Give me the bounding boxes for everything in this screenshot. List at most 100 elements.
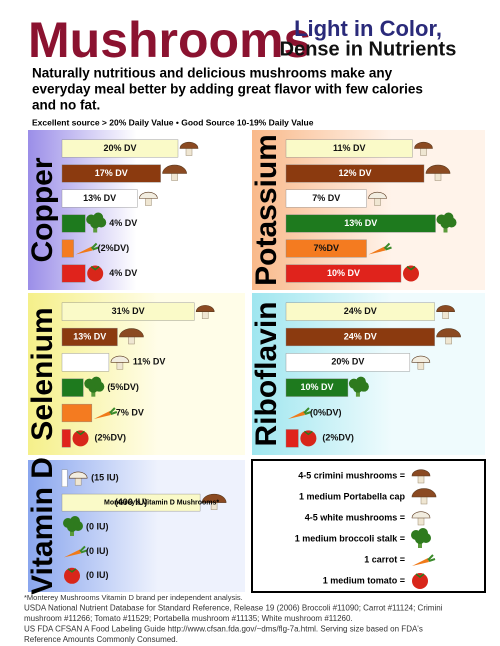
value-label: (5%DV) (107, 382, 139, 392)
icon (64, 567, 80, 584)
bar (61, 378, 84, 397)
footnote: Reference Amounts Commonly Consumed. (24, 635, 178, 644)
icon (96, 217, 107, 228)
icon (403, 265, 419, 282)
title: Mushrooms (28, 12, 311, 68)
value-label: 17% DV (95, 168, 128, 178)
icon (119, 328, 144, 338)
subtitle: everyday meal better by adding great fla… (32, 82, 423, 97)
value-label: 7%DV (313, 243, 339, 253)
legend-box (251, 459, 486, 593)
value-label: 10% DV (300, 382, 333, 392)
value-label: (15 IU) (91, 473, 119, 483)
footnote: US FDA CFSAN A Food Labeling Guide http:… (24, 625, 423, 634)
value-label: (2%DV) (98, 243, 130, 253)
icon (68, 471, 88, 479)
icon (300, 430, 317, 447)
annotation: Monterey's Vitamin D Mushrooms* (104, 499, 219, 506)
panel-title: Selenium (26, 307, 59, 440)
bar (285, 139, 413, 158)
icon (303, 407, 312, 415)
icon (414, 141, 433, 149)
tagline: Light in Color, (294, 16, 442, 41)
icon (76, 430, 85, 436)
icon (195, 305, 215, 312)
icon (358, 381, 369, 392)
icon (72, 430, 89, 447)
key: Excellent source > 20% Daily Value • Goo… (32, 117, 314, 127)
bar (61, 469, 68, 487)
value-label: (0 IU) (86, 521, 109, 531)
icon (411, 355, 431, 363)
icon (421, 533, 431, 543)
value-label: 13% DV (83, 193, 116, 203)
value-label: (2%DV) (95, 433, 127, 443)
icon (87, 265, 104, 282)
icon (412, 558, 429, 566)
value-label: 7% DV (312, 193, 340, 203)
bar (61, 264, 86, 283)
bar (61, 239, 74, 258)
panel-title: Copper (26, 157, 59, 262)
icon (139, 191, 158, 199)
bar (61, 403, 93, 423)
tagline: Dense in Nutrients (280, 38, 457, 60)
value-label: 31% DV (112, 306, 145, 316)
icon (64, 549, 81, 558)
value-label: (400 IU) (115, 497, 148, 507)
legend-label: 1 medium tomato = (323, 575, 405, 585)
bar (285, 189, 367, 208)
panel-title: Potassium (250, 134, 283, 286)
value-label: (0 IU) (86, 546, 109, 556)
icon (383, 242, 392, 251)
icon (411, 469, 431, 477)
icon (412, 573, 428, 589)
icon (368, 246, 386, 255)
value-label: 20% DV (331, 357, 364, 367)
bar (285, 214, 436, 233)
legend-label: 1 medium Portabella cap (299, 491, 406, 501)
bar (285, 302, 435, 321)
icon (368, 191, 387, 199)
footnote: mushroom #11266; Tomato #11529; Portabel… (24, 614, 353, 623)
legend-label: 4-5 white mushrooms = (305, 512, 405, 522)
bar (61, 302, 195, 321)
bar (285, 429, 299, 448)
icon (427, 554, 436, 562)
value-label: 24% DV (344, 306, 377, 316)
value-label: 20% DV (103, 143, 136, 153)
icon (436, 328, 461, 338)
icon (436, 305, 455, 312)
subtitle: Naturally nutritious and delicious mushr… (32, 66, 393, 81)
footnote: *Monterey Mushrooms Vitamin D brand per … (24, 593, 243, 602)
bar (61, 214, 86, 233)
icon (425, 164, 451, 174)
bar (285, 264, 402, 283)
panel-title: Vitamin D (26, 457, 59, 595)
icon (110, 355, 130, 363)
icon (67, 568, 77, 573)
icon (75, 246, 93, 255)
icon (201, 493, 227, 503)
icon (162, 164, 187, 174)
bar (61, 189, 138, 208)
value-label: 24% DV (344, 331, 377, 341)
panel (28, 460, 245, 592)
legend-label: 4-5 crimini mushrooms = (298, 470, 405, 480)
value-label: 13% DV (344, 218, 377, 228)
bar (285, 378, 349, 397)
bar (61, 164, 161, 183)
icon (79, 545, 88, 554)
value-label: (0%DV) (310, 407, 342, 417)
bar (61, 327, 118, 347)
panel-title: Riboflavin (250, 301, 283, 446)
bar (61, 353, 110, 372)
icon (411, 488, 437, 498)
icon (93, 411, 111, 419)
value-label: 10% DV (327, 268, 360, 278)
icon (415, 573, 425, 578)
value-label: 11% DV (333, 143, 366, 153)
footnote: USDA National Nutrient Database for Stan… (24, 604, 443, 613)
icon (411, 511, 431, 519)
